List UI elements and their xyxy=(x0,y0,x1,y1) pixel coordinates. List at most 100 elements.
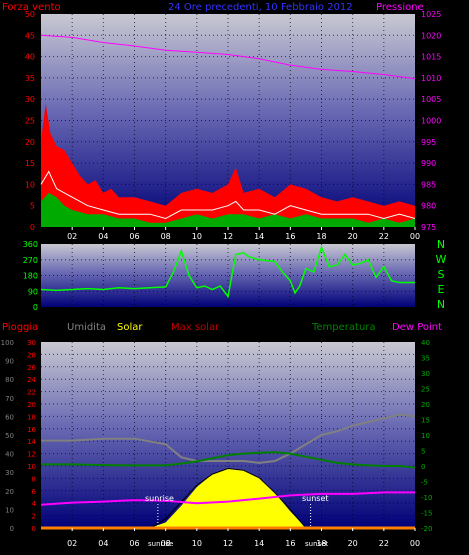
y-tick-label: 8 xyxy=(32,475,36,483)
sunset-label: sunset xyxy=(302,494,329,503)
y-tick-label: 0 xyxy=(32,525,36,533)
series-wind-area xyxy=(41,192,415,227)
y-tick-label: 14 xyxy=(27,438,36,446)
panel1-y-axis-right: 975 980 985 990 995 1000 1005 1010 1015 1020 1025 xyxy=(421,10,441,232)
y-tick-label: -15 xyxy=(421,510,432,518)
y-tick-label: 6 xyxy=(32,488,37,496)
panel2-series xyxy=(40,245,415,299)
y-tick-label: 70 xyxy=(5,395,14,403)
y-tick-label: 12 xyxy=(27,451,36,459)
y-tick-label: 1010 xyxy=(421,74,441,83)
y-tick-label: 40 xyxy=(25,53,35,62)
legend-temperature: Temperatura xyxy=(311,322,376,333)
y-tick-label: 975 xyxy=(421,223,436,232)
y-tick-label: 30 xyxy=(27,339,36,347)
x-tick-label: 22 xyxy=(379,539,389,548)
sunset-axis-label: sunset xyxy=(305,540,328,548)
y-tick-label: 360 xyxy=(23,240,38,249)
legend-humidity: Umidita xyxy=(67,322,106,333)
y-tick-label: -20 xyxy=(421,525,432,533)
y-tick-label: 90 xyxy=(5,358,14,366)
x-tick-label: 12 xyxy=(223,539,233,548)
y-tick-label: 1015 xyxy=(421,53,441,62)
y-tick-label: 35 xyxy=(25,74,35,83)
y-tick-label: 10 xyxy=(421,432,430,440)
panel3-y-axis-humidity: 0 10 20 30 40 50 60 70 80 90 100 xyxy=(1,339,14,533)
x-tick-label: 16 xyxy=(285,232,295,241)
y-tick-label: 0 xyxy=(33,303,38,312)
series-temperature xyxy=(41,451,416,469)
x-tick-label: 04 xyxy=(98,539,108,548)
y-tick-label: 2 xyxy=(32,513,36,521)
y-tick-label: 995 xyxy=(421,138,436,147)
y-tick-label: 40 xyxy=(5,451,14,459)
legend-solar: Solar xyxy=(117,322,143,333)
x-tick-label: 20 xyxy=(348,232,358,241)
y-tick-label: 1025 xyxy=(421,10,441,19)
y-tick-label: 5 xyxy=(421,448,425,456)
sunrise-label: sunrise xyxy=(145,494,174,503)
x-tick-label: 02 xyxy=(67,539,77,548)
x-tick-label: 16 xyxy=(285,539,295,548)
panel3-y-axis-temperature: -20 -15 -10 -5 0 5 10 15 20 25 30 35 40 xyxy=(421,339,432,533)
y-tick-label: 50 xyxy=(25,10,35,19)
x-tick-label: 00 xyxy=(410,232,420,241)
y-tick-label: 20 xyxy=(421,401,430,409)
series-pressure xyxy=(40,34,416,80)
chart-title: 24 Ore precedenti, 10 Febbraio 2012 xyxy=(168,2,353,13)
y-tick-label: 4 xyxy=(32,500,37,508)
panel1-x-axis: 02 04 06 08 10 12 14 16 18 20 22 00 xyxy=(67,227,420,241)
y-tick-label: 30 xyxy=(25,95,35,104)
x-tick-label: 04 xyxy=(98,232,108,241)
legend-dewpoint: Dew Point xyxy=(392,322,442,333)
y-tick-label: 0 xyxy=(421,463,425,471)
y-tick-label: 100 xyxy=(1,339,14,347)
y-tick-label: 25 xyxy=(421,386,430,394)
y-tick-label: 15 xyxy=(421,417,430,425)
y-tick-label: 0 xyxy=(10,525,14,533)
y-tick-label: 5 xyxy=(30,202,35,211)
legend-rain: Pioggia xyxy=(2,322,38,333)
panel2-y-axis-left: 0 90 180 270 360 xyxy=(23,240,38,312)
compass-label: N xyxy=(437,298,445,311)
y-tick-label: 10 xyxy=(27,463,36,471)
x-tick-label: 18 xyxy=(316,539,326,548)
x-tick-label: 00 xyxy=(410,539,420,548)
y-tick-label: 180 xyxy=(23,272,38,281)
compass-label: N xyxy=(437,238,445,251)
compass-label: W xyxy=(436,253,447,266)
y-tick-label: 35 xyxy=(421,355,430,363)
x-tick-label: 14 xyxy=(254,539,264,548)
y-tick-label: 26 xyxy=(27,364,36,372)
y-tick-label: 0 xyxy=(30,223,35,232)
y-tick-label: 80 xyxy=(5,376,14,384)
y-tick-label: 25 xyxy=(25,117,35,126)
x-tick-label: 08 xyxy=(161,539,171,548)
x-tick-label: 12 xyxy=(223,232,233,241)
x-tick-label: 06 xyxy=(129,232,139,241)
y-tick-label: -10 xyxy=(421,494,432,502)
y-tick-label: 1000 xyxy=(421,117,441,126)
x-tick-label: 14 xyxy=(254,232,264,241)
y-tick-label: 10 xyxy=(5,506,14,514)
series-dewpoint xyxy=(40,491,415,506)
y-tick-label: 990 xyxy=(421,159,436,168)
y-tick-label: 18 xyxy=(27,413,36,421)
y-tick-label: 16 xyxy=(27,426,36,434)
x-tick-label: 08 xyxy=(161,232,171,241)
y-tick-label: 270 xyxy=(23,256,38,265)
x-tick-label: 22 xyxy=(379,232,389,241)
y-tick-label: 60 xyxy=(5,413,14,421)
compass-label: S xyxy=(438,268,445,281)
panel1-y-axis-left: 0 5 10 15 20 25 30 35 40 45 50 xyxy=(25,10,35,232)
y-tick-label: 50 xyxy=(5,432,14,440)
x-tick-label: 10 xyxy=(192,232,202,241)
series-wind-average xyxy=(40,170,416,220)
y-tick-label: 90 xyxy=(28,287,38,296)
y-tick-label: 24 xyxy=(27,376,36,384)
panel3-x-axis: 02 04 06 08 10 12 14 16 18 20 22 00 xyxy=(67,528,420,548)
y-tick-label: 985 xyxy=(421,180,436,189)
